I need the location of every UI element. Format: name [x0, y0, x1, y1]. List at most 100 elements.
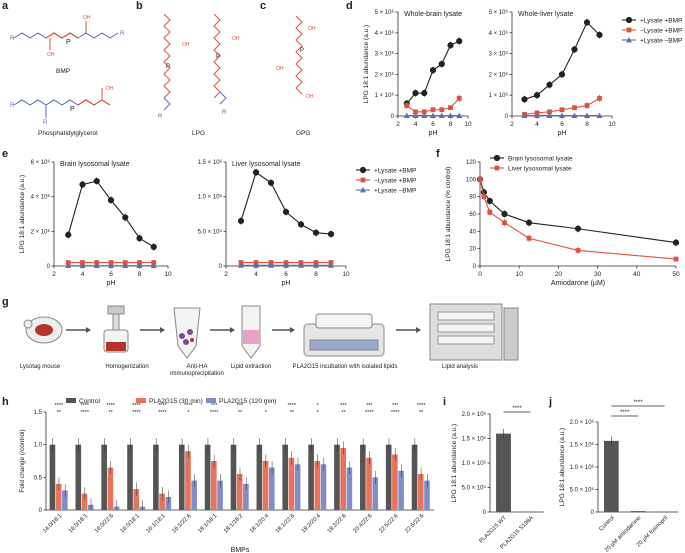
y-tick-label: 2 × 10⁶ [489, 71, 509, 78]
bar [346, 467, 353, 510]
svg-text:P: P [216, 54, 220, 60]
gpg-label: GPG [296, 130, 311, 137]
data-point [252, 169, 260, 176]
category-label: 18:2/22:6 [327, 513, 348, 534]
data-point [546, 112, 553, 118]
data-point [122, 214, 129, 221]
y-tick-label: 0 [505, 114, 509, 120]
svg-text:OH: OH [232, 36, 240, 42]
x-axis-label: pH [558, 130, 567, 137]
panel-label-a: a [2, 0, 9, 12]
legend-entry: +Lysate −BMP [374, 188, 416, 195]
bar [314, 461, 321, 510]
data-point [313, 262, 319, 268]
y-axis-label: LPG 18:1 abundance (a.u.) [559, 428, 566, 506]
y-axis-label: LPG 18:1 abundance (a.u.) [363, 25, 370, 103]
significance-bottom: * [265, 410, 268, 416]
data-point [597, 95, 602, 101]
legend-marker [626, 27, 632, 33]
significance-bottom: ** [419, 410, 424, 416]
y-tick-label: 1.5 × 10⁶ [198, 159, 223, 166]
y-tick-label: 0 [391, 114, 395, 120]
svg-text:P: P [300, 48, 304, 54]
legend-entry: +Lysate +BMP [374, 168, 416, 175]
data-point [430, 107, 436, 113]
data-point [596, 31, 603, 38]
x-tick-label: 4 [81, 271, 85, 278]
bar [372, 477, 379, 510]
x-tick-label: 6 [560, 121, 564, 128]
legend-entry: Brain lysosomal lysate [508, 156, 573, 163]
bar [308, 444, 314, 510]
category-label: 16:0/18:1 [68, 513, 89, 534]
x-tick-label: 8 [449, 121, 453, 128]
data-point [136, 262, 143, 269]
svg-text:OH: OH [106, 86, 114, 92]
chart-title: Liver lysosomal lysate [232, 161, 301, 168]
data-point [421, 109, 427, 115]
bar [211, 461, 217, 510]
chart-h-bmps: 0 0.5 1.0 1.5 Fold change (/control) BMPs 14:0… [19, 398, 434, 553]
data-point [283, 262, 289, 268]
bar [385, 444, 392, 510]
y-tick-label: 0 [39, 508, 43, 514]
svg-text:OH: OH [47, 52, 55, 58]
data-point [486, 197, 493, 205]
data-point [421, 112, 428, 118]
data-point [534, 112, 540, 118]
y-tick-label: 2 × 10⁶ [375, 71, 395, 78]
category-label: 18:1/22:6 [275, 513, 296, 534]
x-tick-label: 10 [342, 271, 350, 278]
bar [185, 451, 191, 510]
data-point [107, 197, 115, 204]
y-tick-label: 3 × 10⁶ [375, 51, 395, 58]
svg-text:R: R [10, 103, 15, 109]
bar [256, 444, 263, 510]
category-label: 16:1/18:1 [145, 513, 166, 534]
data-point [546, 81, 553, 88]
significance-top: *** [392, 403, 399, 409]
y-tick-label: 5.0 × 10⁵ [570, 487, 595, 494]
x-tick-label: 30 [594, 271, 602, 278]
bar [204, 444, 211, 510]
data-point [438, 60, 445, 68]
data-point [571, 46, 578, 53]
legend-entry: PLA2G15 (30 min) [149, 398, 203, 405]
category-label: 18:1/20:4 [249, 513, 271, 535]
data-point [328, 262, 334, 268]
chart-d-liver: 2 4 6 8 10 0 1 × 10⁶ 2 × 10⁶ 3 × 10⁶ 4 × 10⁶ 5 × 1… [489, 9, 683, 137]
significance-bottom: ** [109, 410, 114, 416]
svg-text:OH: OH [83, 15, 91, 21]
data-point [584, 112, 590, 118]
y-tick-label: 120 [466, 160, 477, 166]
data-point [297, 221, 305, 228]
data-point [521, 96, 528, 103]
data-point [438, 112, 445, 118]
data-point [502, 220, 507, 226]
data-point [521, 112, 528, 118]
bar [159, 493, 165, 510]
data-point [429, 67, 437, 74]
bar [49, 444, 56, 510]
bar [153, 444, 159, 510]
legend-entry: −Lysate +BMP [374, 178, 416, 185]
bar [366, 457, 372, 510]
bar [236, 474, 243, 510]
y-tick-label: 0 [473, 264, 477, 270]
category-label: 16:0/18:1 [120, 513, 141, 534]
bar [604, 440, 619, 512]
data-point [150, 243, 157, 251]
svg-text:R: R [158, 114, 163, 120]
data-point [298, 262, 304, 268]
y-tick-label: 1.5 × 10⁶ [570, 442, 595, 449]
y-tick-label: 0 [591, 510, 595, 516]
significance-bottom: * [317, 410, 320, 416]
data-point [150, 262, 157, 269]
x-tick-label: 2 [224, 271, 228, 278]
y-tick-label: 0 [483, 510, 487, 516]
significance-top: *** [211, 403, 218, 409]
legend-entry: Control [79, 398, 101, 405]
panel-label-e: e [2, 148, 9, 160]
series-line [524, 21, 600, 100]
bar [133, 489, 140, 510]
